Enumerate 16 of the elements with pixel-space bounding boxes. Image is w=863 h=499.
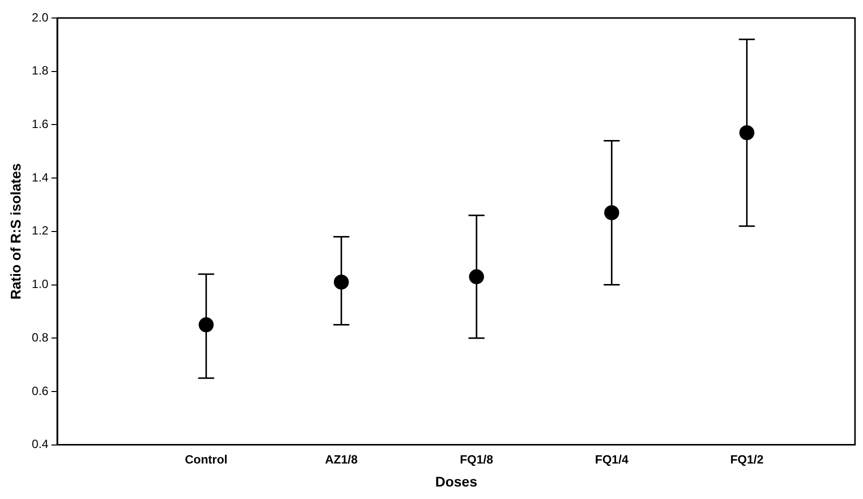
x-tick-label: AZ1/8 xyxy=(325,452,358,466)
y-tick-label: 0.8 xyxy=(32,330,49,344)
x-tick-label: FQ1/4 xyxy=(595,452,629,466)
y-tick-label: 1.2 xyxy=(32,224,49,238)
x-axis-title: Doses xyxy=(435,473,478,490)
y-tick-label: 1.6 xyxy=(32,117,49,132)
y-tick-label: 1.4 xyxy=(32,170,49,184)
y-tick-label: 0.4 xyxy=(32,437,49,452)
y-tick-label: 1.0 xyxy=(32,277,49,292)
x-tick-label: FQ1/2 xyxy=(730,452,764,466)
y-tick-label: 0.6 xyxy=(32,384,49,398)
y-tick-label: 2.0 xyxy=(32,10,49,24)
y-tick-label: 1.8 xyxy=(32,64,49,78)
y-axis-title: Ratio of R:S isolates xyxy=(7,163,24,300)
x-tick-label: FQ1/8 xyxy=(460,452,494,466)
x-tick-label: Control xyxy=(184,452,228,466)
